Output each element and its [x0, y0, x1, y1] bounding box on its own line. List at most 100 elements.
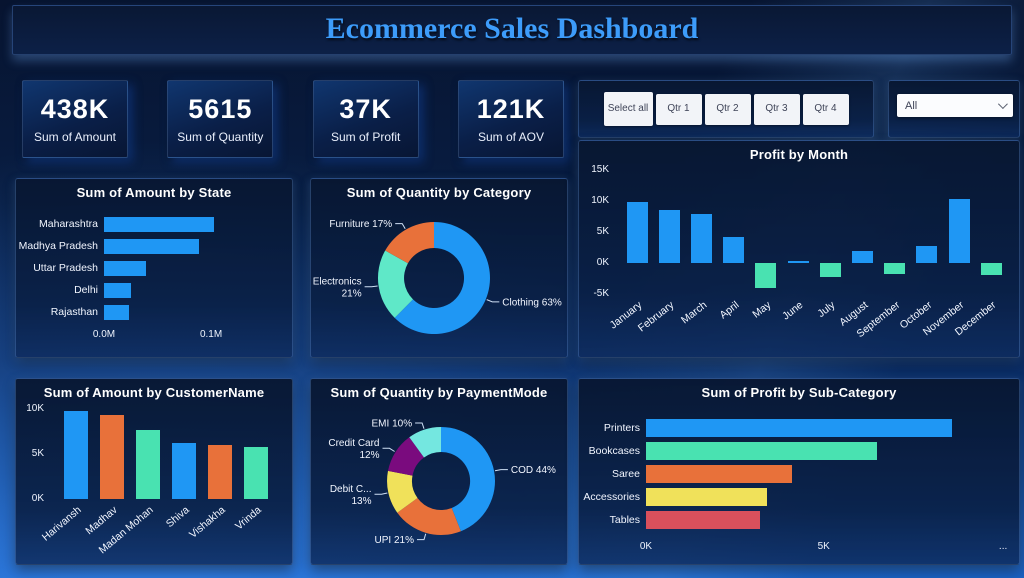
quarter-slicer-panel: Select all Qtr 1 Qtr 2 Qtr 3 Qtr 4 — [578, 80, 874, 138]
bar-tables[interactable] — [646, 511, 760, 529]
category-label: Uttar Pradesh — [33, 262, 98, 274]
category-label: Harivansh — [39, 504, 84, 544]
kpi-card-profit[interactable]: 37K Sum of Profit — [312, 80, 419, 158]
kpi-value: 37K — [339, 94, 392, 124]
chart-quantity-by-paymentmode: COD 44% UPI 21% Debit C... 13% Credit Card 12… — [310, 378, 568, 565]
bar-december[interactable] — [980, 263, 1002, 276]
category-label: Printers — [603, 422, 640, 434]
slice-electronics[interactable] — [377, 250, 413, 318]
qtr-3-button[interactable]: Qtr 3 — [753, 93, 800, 125]
category-label: Maharashtra — [39, 218, 98, 230]
bar-shiva[interactable] — [172, 443, 196, 499]
bar-accessories[interactable] — [646, 488, 767, 506]
bar-june[interactable] — [787, 260, 809, 263]
slice-label: 21% — [342, 288, 362, 299]
slice-label: Furniture 17% — [329, 219, 392, 230]
bar-january[interactable] — [626, 201, 648, 263]
label-leader-line — [382, 447, 395, 452]
quarter-slicer: Select all Qtr 1 Qtr 2 Qtr 3 Qtr 4 — [579, 81, 873, 137]
bar-april[interactable] — [723, 237, 745, 263]
category-label: Tables — [609, 514, 640, 526]
bar-july[interactable] — [819, 263, 841, 277]
kpi-card-aov[interactable]: 121K Sum of AOV — [457, 80, 564, 158]
kpi-value: 5615 — [188, 94, 253, 124]
qtr-1-button[interactable]: Qtr 1 — [655, 93, 702, 125]
kpi-value: 121K — [476, 94, 546, 124]
qtr-2-button[interactable]: Qtr 2 — [704, 93, 751, 125]
axis-tick-label: 5K — [596, 226, 609, 237]
bar-bookcases[interactable] — [646, 442, 877, 460]
select-all-button[interactable]: Select all — [603, 92, 653, 126]
kpi-card-amount[interactable]: 438K Sum of Amount — [22, 80, 128, 158]
slice-label: 13% — [351, 496, 371, 507]
slice-debit-card[interactable] — [387, 470, 418, 513]
axis-tick-label: ... — [998, 541, 1008, 552]
chart-profit-by-month: 15K 10K 5K 0K -5K January February March April Ma… — [578, 140, 1020, 358]
slice-cod[interactable] — [441, 427, 496, 532]
filter-dropdown-panel: All — [888, 80, 1020, 138]
chart-plot-area: Maharashtra Madhya Pradesh Uttar Pradesh De… — [16, 179, 292, 357]
axis-tick-label: 5K — [817, 541, 830, 552]
chart-plot-area: 10K 5K 0K Harivansh Madhav Madan Mohan Shiva Vi… — [16, 379, 292, 564]
slice-emi[interactable] — [409, 427, 441, 458]
bar-september[interactable] — [884, 263, 906, 274]
bar-vishakha[interactable] — [208, 445, 232, 499]
axis-tick-label: -5K — [593, 288, 609, 299]
chart-title: Sum of Quantity by PaymentMode — [330, 385, 548, 400]
bar-madan-mohan[interactable] — [136, 429, 160, 499]
label-leader-line — [494, 469, 508, 472]
bar-november[interactable] — [948, 199, 970, 263]
slice-upi[interactable] — [397, 498, 461, 535]
axis-tick-label: 0.0M — [92, 329, 116, 340]
label-leader-line — [364, 285, 378, 288]
label-leader-line — [395, 223, 406, 230]
bar-harivansh[interactable] — [64, 410, 88, 499]
filter-dropdown[interactable]: All — [897, 94, 1013, 117]
bar-delhi[interactable] — [104, 283, 131, 298]
bar-august[interactable] — [852, 250, 873, 263]
bar-maharashtra[interactable] — [104, 217, 215, 232]
slice-label: Credit Card — [328, 438, 379, 449]
slice-label: EMI 10% — [372, 419, 413, 430]
category-label: Saree — [611, 468, 640, 480]
bar-vrinda[interactable] — [244, 446, 268, 499]
slice-label: Debit C... — [330, 484, 372, 495]
slice-label: Electronics — [313, 276, 362, 287]
slice-clothing[interactable] — [394, 222, 490, 334]
axis-tick-label: 0K — [639, 541, 653, 552]
bar-march[interactable] — [691, 214, 712, 263]
bar-rajasthan[interactable] — [104, 305, 129, 320]
slice-furniture[interactable] — [385, 222, 434, 264]
kpi-value: 438K — [40, 94, 110, 124]
axis-tick-label: 5K — [31, 448, 44, 459]
bar-uttar-pradesh[interactable] — [104, 261, 146, 276]
bar-may[interactable] — [755, 263, 777, 289]
chart-title: Sum of Profit by Sub-Category — [701, 385, 897, 400]
category-label: Madhya Pradesh — [18, 240, 98, 252]
slice-label: Clothing 63% — [502, 297, 562, 308]
kpi-label: Sum of Profit — [330, 130, 401, 144]
dropdown-selected-value: All — [905, 99, 918, 112]
slice-label: UPI 21% — [375, 535, 415, 546]
axis-tick-label: 10K — [26, 403, 44, 414]
chart-plot-area: COD 44% UPI 21% Debit C... 13% Credit Card 12… — [311, 379, 567, 564]
label-leader-line — [486, 299, 500, 303]
axis-tick-label: 0.1M — [199, 329, 223, 340]
chart-quantity-by-category: Clothing 63% Electronics 21% Furniture 17% … — [310, 178, 568, 358]
bar-madhya-pradesh[interactable] — [104, 239, 200, 254]
kpi-card-quantity[interactable]: 5615 Sum of Quantity — [167, 80, 274, 158]
qtr-4-button[interactable]: Qtr 4 — [802, 93, 849, 125]
bar-madhav[interactable] — [100, 415, 124, 499]
bar-saree[interactable] — [646, 465, 792, 483]
chart-title: Sum of Amount by CustomerName — [43, 385, 265, 400]
slice-label: 12% — [359, 450, 379, 461]
chart-profit-by-subcategory: Printers Bookcases Saree Accessories Tables 0… — [578, 378, 1020, 565]
bar-printers[interactable] — [646, 419, 952, 437]
bar-february[interactable] — [658, 210, 680, 263]
bar-october[interactable] — [916, 245, 938, 263]
kpi-row: 438K Sum of Amount 5615 Sum of Quantity … — [22, 80, 564, 158]
chart-plot-area: 15K 10K 5K 0K -5K January February March April Ma… — [579, 141, 1019, 357]
axis-tick-label: 15K — [591, 164, 609, 175]
slice-credit-card[interactable] — [388, 437, 424, 476]
